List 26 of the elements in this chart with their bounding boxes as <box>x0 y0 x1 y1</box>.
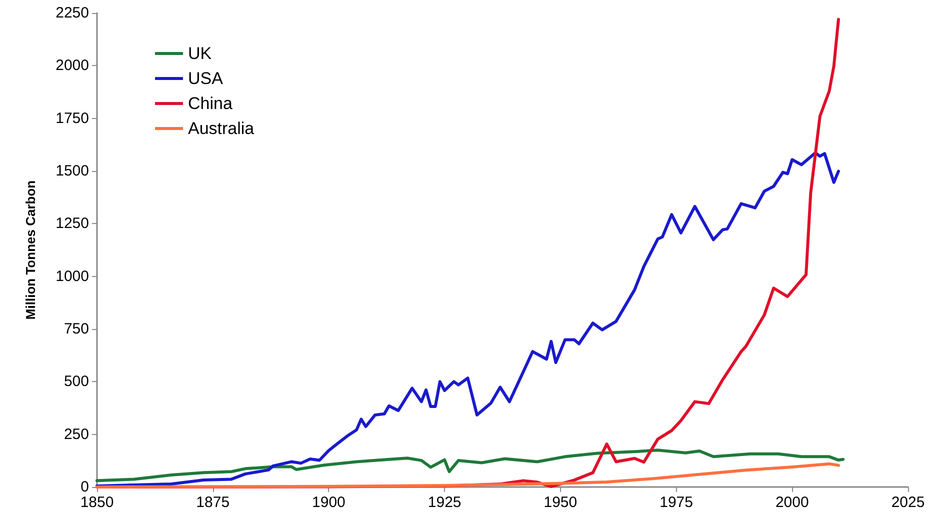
legend-label: Australia <box>188 119 255 138</box>
x-tick-label: 1950 <box>544 494 578 511</box>
x-tick-label: 1975 <box>660 494 693 511</box>
legend-label: USA <box>188 69 224 88</box>
y-tick-label: 0 <box>80 478 89 496</box>
y-tick-label: 500 <box>64 373 89 390</box>
y-axis-title: Million Tonnes Carbon <box>23 180 38 320</box>
line-series <box>96 462 840 488</box>
legend-label: China <box>188 94 233 113</box>
y-tick-label: 1750 <box>56 110 89 127</box>
y-tick-label: 2250 <box>56 4 89 22</box>
y-tick-label: 1500 <box>56 162 89 180</box>
x-tick-label: 2000 <box>775 494 809 511</box>
x-tick-label: 1925 <box>428 494 462 511</box>
x-tick-label: 1850 <box>80 494 114 511</box>
line-series <box>96 151 840 488</box>
x-tick-label: 2025 <box>891 494 925 511</box>
y-tick-label: 250 <box>64 426 89 443</box>
y-tick-label: 1250 <box>56 215 89 232</box>
line-series <box>96 448 845 482</box>
x-tick-label: 1900 <box>312 494 346 511</box>
y-tick-label: 750 <box>64 320 89 338</box>
y-tick-label: 1000 <box>56 268 89 285</box>
y-tick-label: 2000 <box>56 57 89 74</box>
legend-label: UK <box>188 44 212 63</box>
x-tick-label: 1875 <box>196 494 230 511</box>
